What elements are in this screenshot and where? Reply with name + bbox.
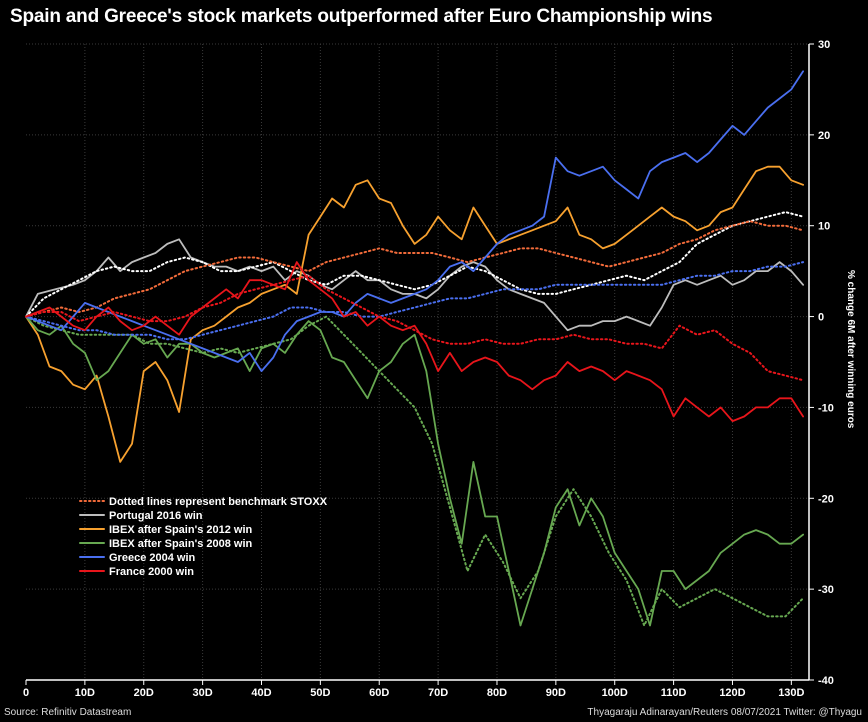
series-line-ibex-after-spain-s-2012-stoxx	[25, 220, 805, 318]
legend-label: Greece 2004 win	[109, 552, 196, 564]
x-tick-label: 50D	[310, 687, 330, 699]
x-tick-label: 10D	[75, 687, 95, 699]
series-line-ibex-after-spain-s-2008-stoxx	[25, 315, 805, 627]
y-tick-label: 10	[818, 221, 830, 233]
x-tick-label: 120D	[719, 687, 745, 699]
y-tick-label: 0	[818, 312, 824, 324]
x-tick-label: 70D	[428, 687, 448, 699]
source-note: Source: Refinitiv Datastream	[4, 707, 132, 718]
chart-title: Spain and Greece's stock markets outperf…	[10, 6, 713, 27]
series-line-france-2000-win	[25, 261, 804, 422]
legend-label: IBEX after Spain's 2012 win	[109, 524, 253, 536]
x-tick-label: 20D	[134, 687, 154, 699]
gridlines	[26, 43, 809, 681]
series-line-ibex-after-spain-s-2008-win	[25, 315, 804, 627]
y-tick-label: -30	[818, 584, 834, 596]
x-tick-label: 60D	[369, 687, 389, 699]
x-tick-label: 80D	[487, 687, 507, 699]
series-line-greece-2004-stoxx	[25, 261, 805, 341]
series-line-ibex-after-spain-s-2012-win	[25, 165, 804, 463]
series-line-greece-2004-win	[25, 70, 804, 372]
y-tick-label: -10	[818, 402, 834, 414]
y-axis: 30 20 10 0 -10 -20 -30 -40	[808, 39, 834, 687]
series-line-france-2000-stoxx	[25, 274, 805, 382]
legend-label: France 2000 win	[109, 566, 194, 578]
series-line-portugal-2016-win	[25, 238, 804, 332]
y-tick-label: -40	[818, 675, 834, 687]
x-tick-label: 110D	[661, 687, 687, 699]
legend: Dotted lines represent benchmark STOXX Po…	[79, 496, 328, 578]
x-axis: 0 10D 20D 30D 40D 50D 60D 70D 80D 90D 100D 110D 120D…	[23, 679, 809, 699]
series-line-portugal-2016-stoxx	[25, 211, 805, 318]
x-tick-label: 100D	[602, 687, 628, 699]
y-tick-label: 30	[818, 39, 830, 51]
x-tick-label: 0	[23, 687, 29, 699]
x-tick-label: 130D	[778, 687, 804, 699]
x-tick-label: 40D	[251, 687, 271, 699]
x-tick-label: 90D	[546, 687, 566, 699]
legend-label: Dotted lines represent benchmark STOXX	[109, 496, 328, 508]
legend-label: Portugal 2016 win	[109, 510, 203, 522]
x-tick-label: 30D	[193, 687, 213, 699]
legend-label: IBEX after Spain's 2008 win	[109, 538, 253, 550]
y-axis-label-wrap: % change 6M after winning euros	[845, 270, 856, 429]
y-tick-label: 20	[818, 130, 830, 142]
y-tick-label: -20	[818, 493, 834, 505]
y-axis-label: % change 6M after winning euros	[845, 270, 856, 429]
series-lines	[25, 70, 805, 627]
credit-note: Thyagaraju Adinarayan/Reuters 08/07/2021…	[587, 707, 862, 718]
